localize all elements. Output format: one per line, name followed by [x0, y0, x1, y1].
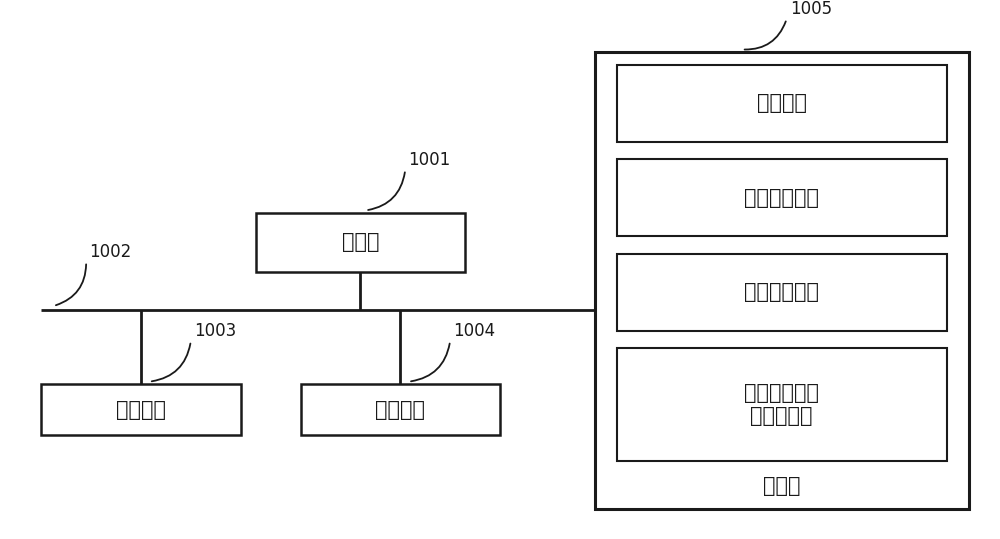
Bar	[617, 159, 947, 237]
Text: 存储器: 存储器	[763, 476, 800, 496]
Text: 1003: 1003	[194, 322, 236, 340]
Text: 网络接口: 网络接口	[375, 400, 425, 420]
Text: 处理器: 处理器	[342, 232, 379, 252]
Bar	[256, 213, 465, 272]
Bar	[41, 384, 241, 436]
Bar	[301, 384, 500, 436]
Text: 1002: 1002	[89, 243, 131, 260]
Bar	[617, 254, 947, 331]
Text: 操作系统: 操作系统	[757, 93, 807, 113]
Text: 校园网免费流
量计算程序: 校园网免费流 量计算程序	[744, 383, 819, 426]
Text: 1004: 1004	[453, 322, 495, 340]
Text: 1001: 1001	[408, 150, 451, 169]
Text: 1005: 1005	[790, 0, 832, 18]
Bar	[617, 65, 947, 142]
Bar	[595, 52, 969, 509]
Text: 用户接口: 用户接口	[116, 400, 166, 420]
Text: 用户接口模块: 用户接口模块	[744, 282, 819, 302]
Bar	[617, 348, 947, 461]
Text: 网络通信模块: 网络通信模块	[744, 188, 819, 208]
